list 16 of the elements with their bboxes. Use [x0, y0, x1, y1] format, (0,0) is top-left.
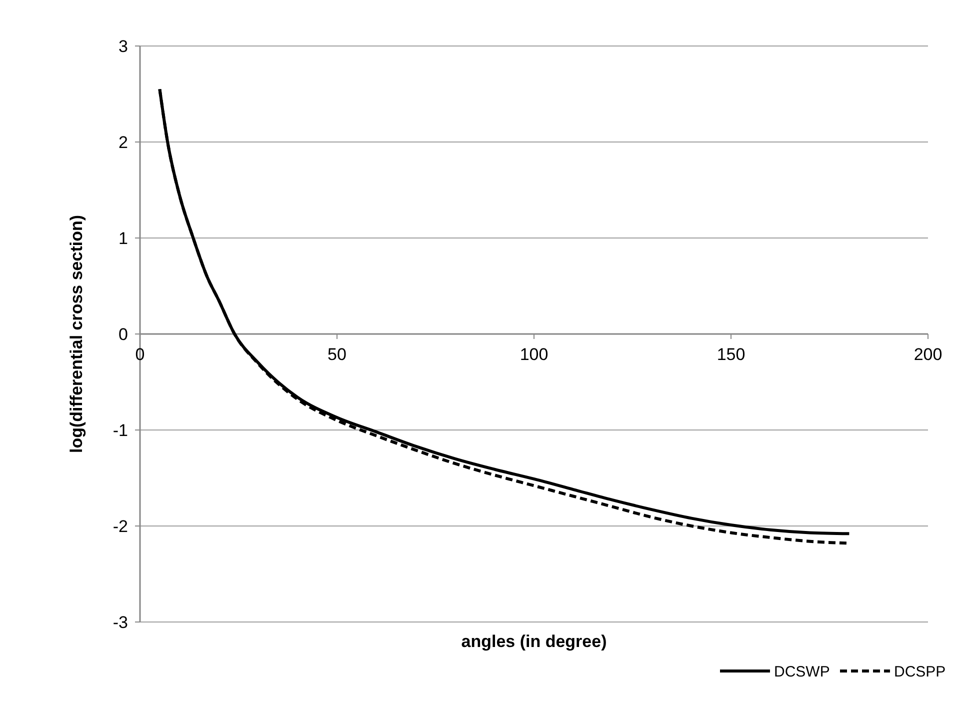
x-tick-label: 200 — [914, 345, 942, 364]
y-tick-label: -3 — [112, 612, 128, 632]
x-tick-label: 100 — [520, 345, 548, 364]
x-tick-label: 150 — [716, 345, 746, 364]
x-axis-title: angles (in degree) — [461, 632, 607, 651]
y-tick-label: -1 — [112, 420, 128, 440]
y-tick-label: 3 — [118, 36, 128, 56]
legend-label: DCSWP — [774, 663, 830, 680]
x-tick-label: 50 — [328, 345, 346, 364]
x-tick-label: 0 — [135, 345, 145, 364]
y-tick-label: 2 — [118, 132, 128, 152]
y-tick-label: -2 — [112, 516, 128, 536]
y-axis-title: log(differential cross section) — [67, 214, 86, 454]
y-tick-label: 1 — [118, 228, 128, 248]
y-tick-label: 0 — [118, 324, 128, 344]
legend-label: DCSPP — [894, 663, 946, 680]
